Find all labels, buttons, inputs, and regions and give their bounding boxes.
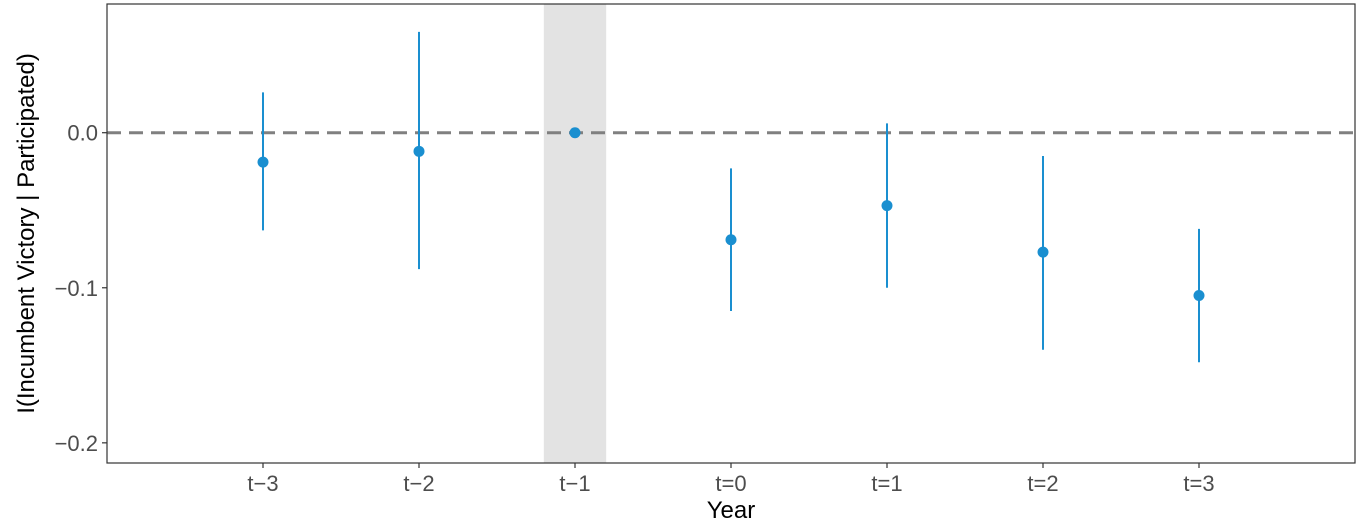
x-tick-label: t=2 xyxy=(1027,471,1058,496)
x-tick-label: t−1 xyxy=(559,471,590,496)
point-estimate xyxy=(569,127,581,139)
point-estimate xyxy=(1037,246,1049,258)
y-tick-label: 0.0 xyxy=(67,121,98,146)
reference-period-band xyxy=(543,4,607,463)
y-axis: 0.0 −0.1 −0.2 xyxy=(55,121,107,456)
point-estimate xyxy=(725,234,737,246)
x-axis: t−3 t−2 t−1 t=0 t=1 t=2 t=3 xyxy=(247,463,1215,496)
y-axis-title: I(Incumbent Victory | Participated) xyxy=(13,53,40,414)
point-estimate xyxy=(881,200,893,212)
point-estimate xyxy=(257,156,269,168)
y-tick-label: −0.1 xyxy=(55,276,98,301)
point-estimate xyxy=(413,145,425,157)
x-axis-title: Year xyxy=(707,497,756,524)
x-tick-label: t−3 xyxy=(247,471,278,496)
x-tick-label: t=1 xyxy=(871,471,902,496)
x-tick-label: t=3 xyxy=(1183,471,1214,496)
x-tick-label: t−2 xyxy=(403,471,434,496)
x-tick-label: t=0 xyxy=(715,471,746,496)
point-estimate xyxy=(1193,290,1205,302)
y-tick-label: −0.2 xyxy=(55,431,98,456)
